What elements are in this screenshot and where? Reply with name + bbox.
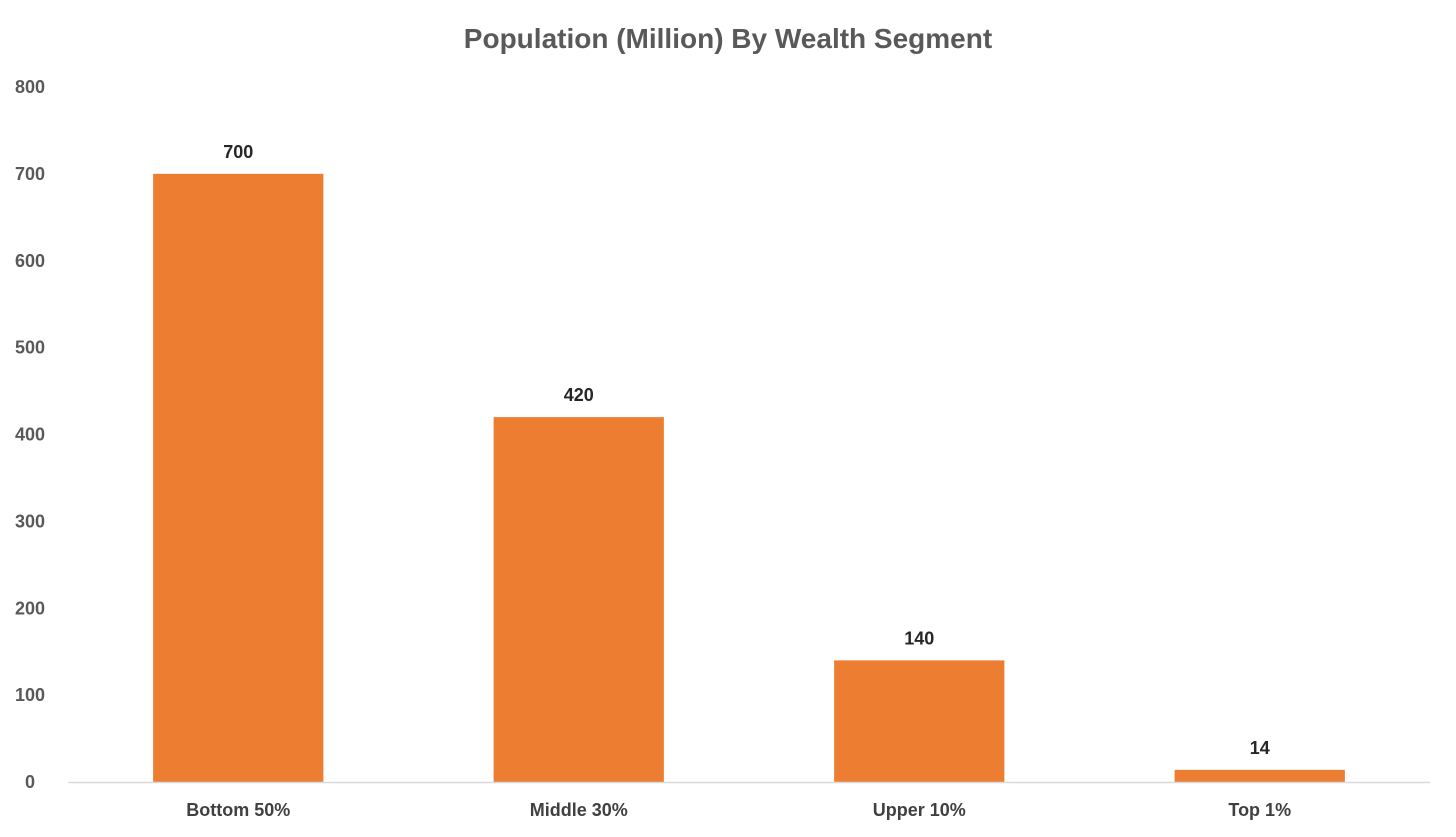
y-tick-label: 700 bbox=[15, 164, 45, 184]
chart-title: Population (Million) By Wealth Segment bbox=[464, 23, 992, 54]
bar bbox=[153, 173, 324, 782]
x-tick-label: Top 1% bbox=[1228, 800, 1291, 820]
x-tick-label: Bottom 50% bbox=[186, 800, 290, 820]
x-tick-label: Middle 30% bbox=[530, 800, 628, 820]
bar bbox=[493, 417, 664, 782]
data-label: 420 bbox=[564, 385, 594, 405]
y-tick-label: 500 bbox=[15, 338, 45, 358]
data-labels-group: 700 420 140 14 bbox=[223, 142, 1270, 758]
bars-group bbox=[153, 173, 1345, 782]
y-tick-label: 300 bbox=[15, 511, 45, 531]
data-label: 14 bbox=[1250, 738, 1270, 758]
data-label: 140 bbox=[904, 628, 934, 648]
x-tick-label: Upper 10% bbox=[873, 800, 966, 820]
data-label: 700 bbox=[223, 142, 253, 162]
y-tick-label: 800 bbox=[15, 77, 45, 97]
bar bbox=[1174, 769, 1345, 782]
bar bbox=[834, 660, 1005, 782]
y-axis-ticks: 0 100 200 300 400 500 600 700 800 bbox=[15, 77, 45, 792]
y-tick-label: 200 bbox=[15, 598, 45, 618]
y-tick-label: 100 bbox=[15, 685, 45, 705]
y-tick-label: 400 bbox=[15, 425, 45, 445]
y-tick-label: 0 bbox=[25, 772, 35, 792]
y-tick-label: 600 bbox=[15, 251, 45, 271]
x-axis-labels: Bottom 50% Middle 30% Upper 10% Top 1% bbox=[186, 800, 1291, 820]
